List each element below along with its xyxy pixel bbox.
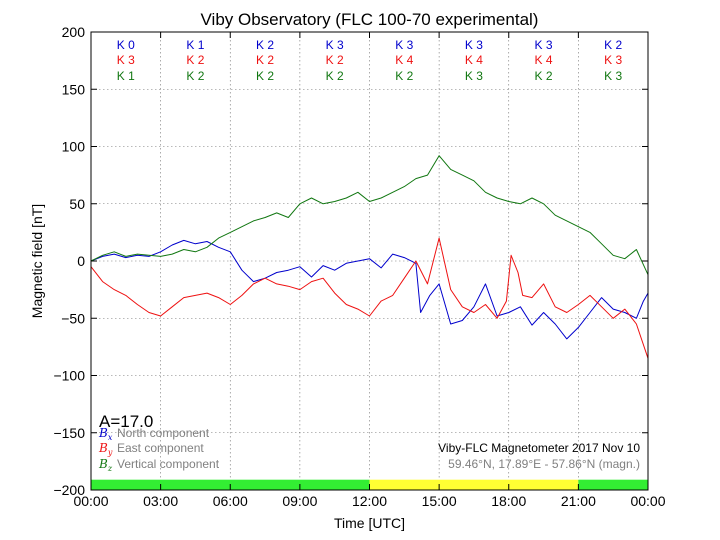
k-index-east: K 4: [395, 53, 413, 67]
x-tick-label: 21:00: [561, 493, 596, 509]
legend-label-vertical: Vertical component: [117, 457, 220, 471]
k-index-vertical: K 1: [117, 69, 135, 83]
k-index-vertical: K 2: [535, 69, 553, 83]
legend-symbol-vertical: Bz: [98, 457, 113, 473]
k-index-north: K 1: [186, 38, 204, 52]
k-index-north: K 3: [326, 38, 344, 52]
series-line-north: [90, 239, 649, 340]
instrument-info: Viby-FLC Magnetometer 2017 Nov 10: [438, 441, 640, 455]
k-index-vertical: K 2: [256, 69, 274, 83]
x-tick-label: 03:00: [143, 493, 178, 509]
chart-title: Viby Observatory (FLC 100-70 experimenta…: [201, 10, 539, 29]
series-line-vertical: [90, 155, 649, 275]
y-tick-label: −150: [53, 425, 85, 441]
y-tick-label: −200: [53, 482, 85, 498]
x-tick-label: 12:00: [352, 493, 387, 509]
legend-item-east: By East component: [98, 441, 204, 457]
grid: [91, 32, 648, 490]
k-index-vertical: K 3: [604, 69, 622, 83]
k-index-east: K 2: [256, 53, 274, 67]
k-index-east: K 2: [186, 53, 204, 67]
k-index-north: K 3: [395, 38, 413, 52]
k-index-vertical: K 2: [395, 69, 413, 83]
y-tick-label: −50: [61, 310, 85, 326]
k-index-north: K 3: [535, 38, 553, 52]
y-tick-label: 100: [62, 139, 86, 155]
y-tick-label: 150: [62, 81, 86, 97]
legend-item-vertical: Bz Vertical component: [98, 457, 220, 473]
a-index-label: A=17.0: [99, 412, 153, 431]
k-index-north: K 2: [604, 38, 622, 52]
k-index-vertical: K 2: [326, 69, 344, 83]
x-axis-label: Time [UTC]: [334, 515, 405, 531]
x-tick-label: 00:00: [630, 493, 665, 509]
x-tick-label: 00:00: [73, 493, 108, 509]
k-index-east: K 4: [465, 53, 483, 67]
series-line-east: [90, 237, 649, 359]
series-lines: [90, 155, 649, 359]
k-index-north: K 0: [117, 38, 135, 52]
k-index-east: K 4: [535, 53, 553, 67]
legend-label-north: North component: [117, 426, 210, 440]
y-tick-label: 50: [69, 196, 85, 212]
legend-symbol-east: By: [98, 441, 113, 457]
y-tick-label: −100: [53, 368, 85, 384]
y-axis-label: Magnetic field [nT]: [29, 204, 45, 318]
k-index-east: K 3: [117, 53, 135, 67]
status-segment-yellow: [369, 479, 579, 490]
y-tick-label: 200: [62, 24, 86, 40]
k-index-north: K 2: [256, 38, 274, 52]
legend-label-east: East component: [117, 441, 204, 455]
x-tick-label: 18:00: [491, 493, 526, 509]
legend: Bx North component By East component Bz …: [98, 426, 220, 473]
k-index-east: K 2: [326, 53, 344, 67]
legend-symbol-north: Bx: [98, 426, 113, 442]
k-index-east: K 3: [604, 53, 622, 67]
status-segment-green: [578, 479, 648, 490]
legend-item-north: Bx North component: [98, 426, 210, 442]
axis-ticks: 00:00 03:00 06:00 09:00 12:00 15:00 18:00 21:00…: [53, 24, 665, 509]
k-index-vertical: K 2: [186, 69, 204, 83]
k-index-vertical: K 3: [465, 69, 483, 83]
y-tick-label: 0: [77, 253, 85, 269]
location-info: 59.46°N, 17.89°E - 57.86°N (magn.): [448, 457, 640, 471]
k-index-north: K 3: [465, 38, 483, 52]
x-tick-label: 15:00: [422, 493, 457, 509]
x-tick-label: 09:00: [282, 493, 317, 509]
x-tick-label: 06:00: [213, 493, 248, 509]
